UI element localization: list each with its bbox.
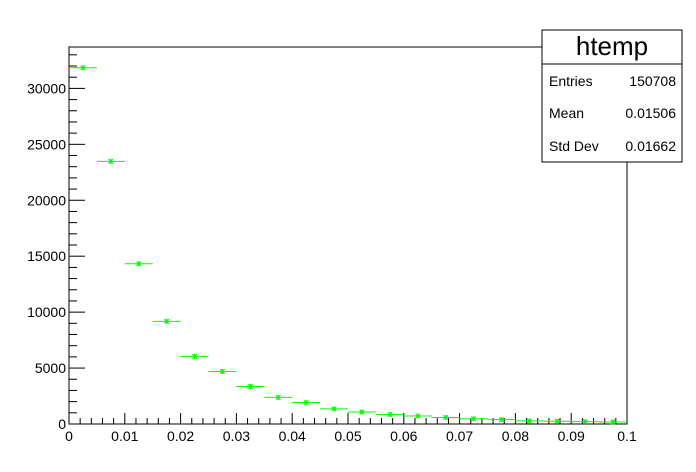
- data-point: [208, 368, 237, 375]
- x-tick-label: 0.1: [617, 428, 637, 444]
- data-point: [487, 417, 516, 423]
- x-axis: 0 0.01 0.02 0.03 0.04 0.05 0.06 0.07 0.08 0.09 0.1: [65, 413, 637, 444]
- x-tick-label: 0.03: [223, 428, 250, 444]
- x-tick-label: 0: [65, 428, 73, 444]
- data-point: [292, 399, 321, 406]
- point-marker: [359, 409, 365, 415]
- stats-stddev-label: Std Dev: [549, 138, 599, 154]
- stats-mean-label: Mean: [549, 105, 584, 121]
- point-marker: [191, 353, 198, 360]
- x-tick-label: 0.02: [167, 428, 194, 444]
- stats-box: htemp Entries 150708 Mean 0.01506 Std De…: [541, 29, 683, 163]
- y-axis: 0 5000 10000 15000 20000 25000 30000: [27, 54, 85, 432]
- data-point: [96, 158, 125, 164]
- stats-title: htemp: [576, 31, 648, 61]
- stats-mean-value: 0.01506: [625, 105, 676, 121]
- x-tick-label: 0.01: [111, 428, 138, 444]
- data-point: [375, 411, 404, 418]
- data-point: [543, 418, 572, 424]
- x-tick-label: 0.07: [446, 428, 473, 444]
- y-tick-label: 25000: [27, 136, 66, 152]
- stats-stddev-value: 0.01662: [625, 138, 676, 154]
- data-point: [348, 409, 376, 415]
- point-marker: [387, 411, 393, 418]
- point-marker: [247, 383, 253, 390]
- data-point: [403, 413, 432, 419]
- x-tick-label: 0.04: [279, 428, 306, 444]
- y-tick-label: 0: [58, 416, 66, 432]
- point-marker: [554, 418, 560, 424]
- point-marker: [331, 406, 337, 412]
- point-marker: [80, 65, 86, 71]
- y-tick-label: 10000: [27, 304, 66, 320]
- point-marker: [415, 413, 421, 419]
- data-point: [264, 394, 293, 400]
- stats-entries-label: Entries: [549, 73, 593, 89]
- point-marker: [526, 418, 532, 424]
- point-marker: [108, 158, 114, 164]
- y-tick-label: 15000: [27, 248, 66, 264]
- data-point: [459, 416, 488, 422]
- x-tick-label: 0.08: [502, 428, 529, 444]
- x-tick-label: 0.05: [334, 428, 361, 444]
- y-tick-label: 20000: [27, 192, 66, 208]
- point-marker: [470, 416, 477, 422]
- data-point: [236, 383, 265, 390]
- point-marker: [443, 414, 449, 421]
- point-marker: [610, 419, 616, 425]
- data-point: [599, 419, 627, 425]
- data-point: [69, 65, 97, 71]
- data-point: [515, 418, 544, 424]
- point-marker: [303, 399, 309, 406]
- point-marker: [164, 318, 170, 325]
- stats-entries-value: 150708: [629, 73, 676, 89]
- y-tick-label: 30000: [27, 80, 66, 96]
- data-point: [124, 261, 153, 267]
- data-point: [180, 353, 209, 360]
- point-marker: [582, 419, 588, 425]
- data-point: [571, 419, 600, 425]
- data-point: [431, 414, 460, 421]
- x-tick-label: 0.06: [390, 428, 417, 444]
- data-point: [152, 318, 181, 325]
- point-marker: [275, 394, 281, 400]
- y-tick-label: 5000: [35, 360, 66, 376]
- data-points: [69, 65, 627, 425]
- stats-box-frame: [541, 29, 683, 163]
- point-marker: [498, 417, 505, 423]
- point-marker: [219, 368, 226, 375]
- point-marker: [136, 261, 142, 267]
- x-tick-label: 0.09: [558, 428, 585, 444]
- data-point: [320, 406, 348, 412]
